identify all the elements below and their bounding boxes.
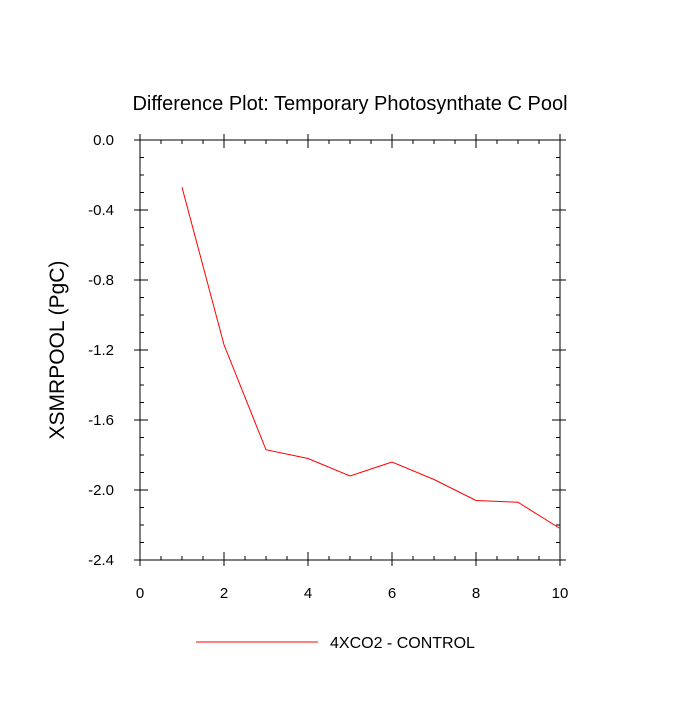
y-tick-label: -2.0: [88, 482, 114, 499]
x-tick-label: 0: [136, 585, 144, 602]
x-tick-label: 4: [304, 585, 312, 602]
y-tick-label: -0.8: [88, 272, 114, 289]
axis-ticks: 0 2 4 6 8 10 0.0 -0.4 -0.8 -1.2 -1.6 -2.0 -2.4: [88, 132, 568, 602]
y-tick-label: -1.6: [88, 412, 114, 429]
x-tick-label: 2: [220, 585, 228, 602]
x-tick-label: 8: [472, 585, 480, 602]
legend-label: 4XCO2 - CONTROL: [330, 635, 475, 652]
y-tick-label: -0.4: [88, 202, 114, 219]
chart-title: Difference Plot: Temporary Photosynthate…: [132, 93, 567, 115]
series-layer: [181, 187, 561, 529]
series-line: [181, 187, 561, 529]
plot-frame: [139, 139, 561, 561]
y-axis-label: XSMRPOOL (PgC): [46, 261, 69, 440]
y-tick-label: 0.0: [93, 132, 114, 149]
x-tick-label: 6: [388, 585, 396, 602]
y-tick-label: -1.2: [88, 342, 114, 359]
x-tick-label: 10: [552, 585, 569, 602]
y-tick-label: -2.4: [88, 552, 114, 569]
legend: 4XCO2 - CONTROL: [196, 635, 475, 652]
